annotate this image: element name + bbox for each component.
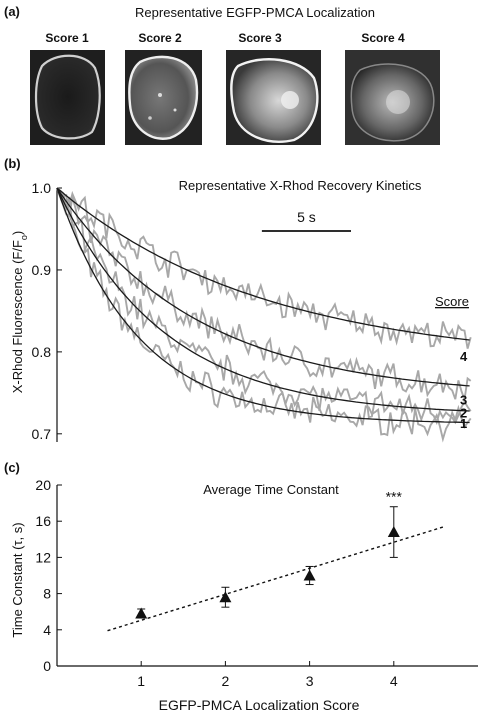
panel-c-y-axis-label: Time Constant (τ, s) (10, 522, 25, 637)
series-label-score-1: 1 (460, 416, 467, 431)
image-label-score-2: Score 2 (138, 31, 182, 45)
series-label-score-4: 4 (460, 349, 468, 364)
series-label-score-3: 3 (460, 392, 467, 407)
micrograph-score-4 (345, 50, 440, 145)
micrograph-score-1 (30, 50, 105, 145)
significance-annotation: *** (386, 489, 403, 505)
image-label-score-4: Score 4 (361, 31, 405, 45)
panel-c-x-tick-label: 2 (222, 673, 230, 689)
panel-c-y-tick-label: 16 (35, 513, 51, 529)
panel-c-x-tick-label: 3 (306, 673, 314, 689)
panel-a-label: (a) (4, 4, 20, 19)
data-point-score-3 (303, 569, 316, 581)
time-constant-chart: (c) Average Time Constant Time Constant … (4, 460, 478, 713)
panel-b-y-tick-label: 0.9 (32, 262, 52, 278)
data-point-score-1 (135, 607, 148, 619)
fit-curve-score-1 (56, 187, 470, 424)
recovery-kinetics-chart: (b) Representative X-Rhod Recovery Kinet… (4, 156, 472, 443)
image-label-score-1: Score 1 (45, 31, 89, 45)
panel-c-y-tick-label: 12 (35, 549, 51, 565)
panel-c-x-tick-label: 4 (390, 673, 398, 689)
fit-curve-score-2 (56, 187, 470, 412)
panel-b-title: Representative X-Rhod Recovery Kinetics (179, 178, 422, 193)
fit-curve-score-3 (56, 187, 470, 387)
fit-curve-score-4 (56, 187, 470, 341)
trace-score-3 (56, 187, 472, 400)
panel-c-linear-fit (107, 525, 445, 632)
image-label-score-3: Score 3 (238, 31, 282, 45)
panel-b-scale-bar-label: 5 s (297, 209, 316, 225)
panel-b-y-axis-label: X-Rhod Fluorescence (F/Fo) (10, 231, 29, 394)
panel-c-label: (c) (4, 460, 20, 475)
panel-b-y-axis-label-subscript: o (19, 235, 29, 240)
panel-b-legend-title: Score (435, 294, 469, 309)
trace-score-4 (56, 187, 472, 349)
series-label-score-2: 2 (460, 406, 467, 421)
panel-a-title: Representative EGFP-PMCA Localization (135, 5, 375, 20)
panel-c-y-tick-label: 4 (43, 622, 51, 638)
panel-b-label: (b) (4, 156, 21, 171)
data-point-score-4 (387, 526, 400, 538)
panel-b-y-tick-label: 0.7 (32, 426, 52, 442)
panel-b-y-tick-label: 1.0 (32, 180, 52, 196)
trace-score-2 (56, 187, 472, 426)
panel-c-x-axis-label: EGFP-PMCA Localization Score (159, 697, 360, 713)
panel-c-y-tick-label: 20 (35, 477, 51, 493)
micrograph-score-3 (226, 50, 321, 145)
panel-c-y-tick-label: 0 (43, 658, 51, 674)
panel-c-x-tick-label: 1 (137, 673, 145, 689)
panel-b-y-tick-label: 0.8 (32, 344, 52, 360)
data-point-score-2 (219, 591, 232, 603)
micrograph-score-2 (125, 50, 202, 145)
panel-c-title: Average Time Constant (203, 482, 339, 497)
panel-c-y-tick-label: 8 (43, 586, 51, 602)
